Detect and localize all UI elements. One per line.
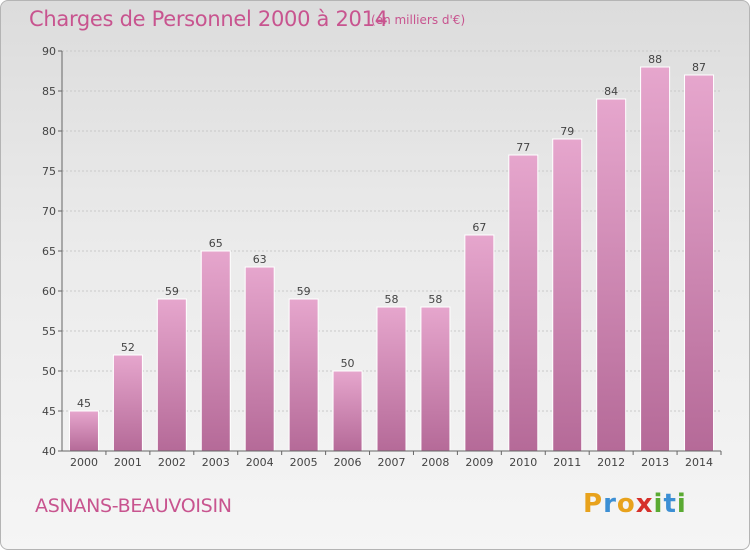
y-tick-label: 90 xyxy=(42,45,56,58)
x-tick-label: 2001 xyxy=(114,456,142,469)
x-tick-label: 2008 xyxy=(421,456,449,469)
x-tick-label: 2014 xyxy=(685,456,713,469)
bar-2014 xyxy=(684,74,715,452)
x-tick-label: 2000 xyxy=(70,456,98,469)
y-tick-label: 85 xyxy=(42,85,56,98)
bar-2006 xyxy=(332,370,363,452)
y-tick-label: 75 xyxy=(42,165,56,178)
logo-letter: i xyxy=(676,489,687,519)
data-label: 87 xyxy=(692,61,706,74)
y-tick-label: 65 xyxy=(42,245,56,258)
data-label: 59 xyxy=(165,285,179,298)
x-tick-label: 2012 xyxy=(597,456,625,469)
x-tick-label: 2013 xyxy=(641,456,669,469)
axes: 40 45 50 55 60 65 70 75 80 85 90 2000 2001 2002 2003 20… xyxy=(42,45,722,469)
proxiti-logo: Proxiti xyxy=(583,489,687,519)
x-tick-label: 2011 xyxy=(553,456,581,469)
data-label: 45 xyxy=(77,397,91,410)
y-tick-label: 45 xyxy=(42,405,56,418)
x-tick-label: 2010 xyxy=(509,456,537,469)
x-tick-label: 2003 xyxy=(202,456,230,469)
data-label: 58 xyxy=(428,293,442,306)
bars: 45 52 59 65 63 59 50 58 58 67 77 79 84 88 87 xyxy=(68,53,715,452)
bar-2003 xyxy=(200,250,231,452)
chart-subtitle: (en milliers d'€) xyxy=(371,13,466,27)
data-label: 84 xyxy=(604,85,618,98)
data-label: 52 xyxy=(121,341,135,354)
data-label: 50 xyxy=(341,357,355,370)
x-tick-label: 2006 xyxy=(334,456,362,469)
chart-title: Charges de Personnel 2000 à 2014 xyxy=(29,7,388,31)
y-tick-label: 80 xyxy=(42,125,56,138)
logo-letter: P xyxy=(583,489,604,519)
y-tick-label: 55 xyxy=(42,325,56,338)
bar-2002 xyxy=(156,298,187,452)
y-tick-label: 50 xyxy=(42,365,56,378)
bar-2000 xyxy=(68,410,99,452)
bar-2007 xyxy=(376,306,407,452)
data-label: 79 xyxy=(560,125,574,138)
data-label: 77 xyxy=(516,141,530,154)
logo-letter: i xyxy=(653,489,664,519)
y-tick-label: 70 xyxy=(42,205,56,218)
bar-2001 xyxy=(112,354,143,452)
y-tick-label: 40 xyxy=(42,445,56,458)
y-tick-label: 60 xyxy=(42,285,56,298)
bar-2011 xyxy=(552,138,583,452)
x-tick-label: 2007 xyxy=(378,456,406,469)
logo-letter: o xyxy=(616,489,636,519)
bar-2010 xyxy=(508,154,539,452)
commune-name: ASNANS-BEAUVOISIN xyxy=(35,495,232,517)
bar-2009 xyxy=(464,234,495,452)
bar-2005 xyxy=(288,298,319,452)
data-label: 63 xyxy=(253,253,267,266)
data-label: 65 xyxy=(209,237,223,250)
x-tick-label: 2009 xyxy=(465,456,493,469)
data-label: 67 xyxy=(472,221,486,234)
data-label: 88 xyxy=(648,53,662,66)
bar-2013 xyxy=(640,66,671,452)
x-tick-label: 2002 xyxy=(158,456,186,469)
data-label: 58 xyxy=(385,293,399,306)
logo-letter: r xyxy=(603,489,617,519)
logo-letter: t xyxy=(663,489,677,519)
logo-letter: x xyxy=(635,489,654,519)
x-tick-label: 2004 xyxy=(246,456,274,469)
bar-2008 xyxy=(420,306,451,452)
bar-2012 xyxy=(596,98,627,452)
bar-2004 xyxy=(244,266,275,452)
data-label: 59 xyxy=(297,285,311,298)
x-tick-label: 2005 xyxy=(290,456,318,469)
